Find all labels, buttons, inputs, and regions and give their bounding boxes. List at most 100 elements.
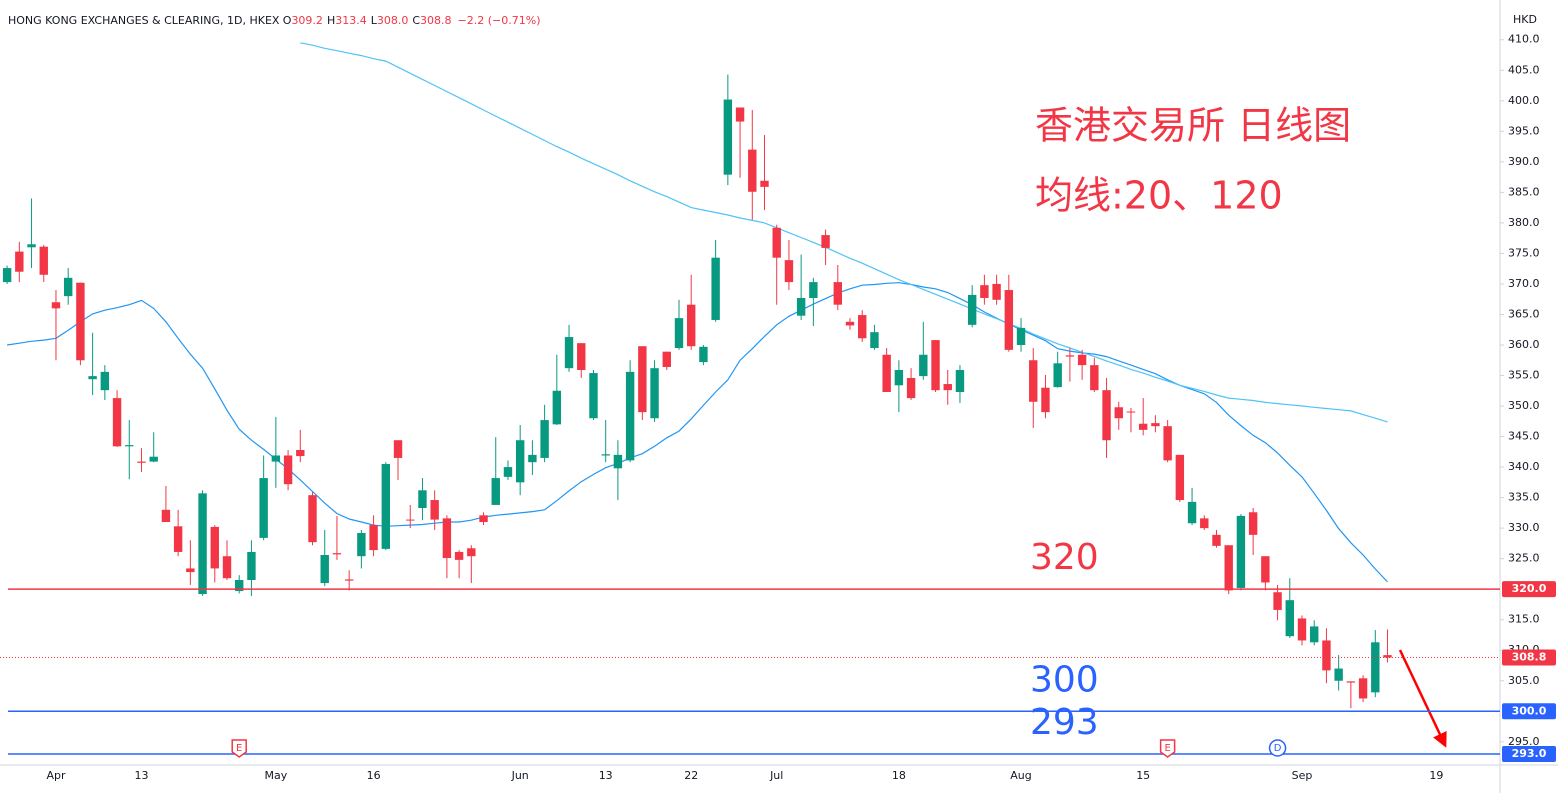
candle-body bbox=[393, 440, 403, 458]
candle-body bbox=[198, 493, 207, 595]
candle-body bbox=[2, 268, 12, 283]
event-label: E bbox=[236, 743, 242, 754]
candle-body bbox=[406, 519, 415, 521]
candle-body bbox=[931, 340, 940, 391]
y-tick-label: 360.0 bbox=[1508, 338, 1540, 351]
ohlc-value: 309.2 bbox=[291, 14, 323, 27]
plot-area bbox=[2, 42, 1392, 709]
candle-body bbox=[601, 454, 610, 456]
candle-body bbox=[967, 294, 977, 325]
candle-body bbox=[1065, 355, 1075, 357]
y-tick-label: 355.0 bbox=[1508, 369, 1540, 382]
candle-body bbox=[235, 580, 244, 592]
candle-body bbox=[320, 554, 329, 584]
level-price-box bbox=[1502, 703, 1556, 720]
event-label: D bbox=[1274, 743, 1282, 754]
y-tick-label: 305.0 bbox=[1508, 674, 1540, 687]
candle-body bbox=[577, 343, 586, 371]
candle-body bbox=[369, 525, 378, 551]
event-label: E bbox=[1164, 743, 1170, 754]
candle-body bbox=[418, 490, 427, 508]
level-price-label: 320.0 bbox=[1512, 582, 1547, 595]
y-tick-label: 350.0 bbox=[1508, 399, 1540, 412]
candle-body bbox=[980, 285, 989, 298]
y-tick-label: 345.0 bbox=[1508, 430, 1540, 443]
candle-body bbox=[821, 235, 830, 248]
ohlc-value: 313.4 bbox=[335, 14, 367, 27]
candle-body bbox=[1114, 407, 1123, 419]
candle-body bbox=[1334, 668, 1343, 681]
candle-body bbox=[662, 351, 671, 367]
y-tick-label: 410.0 bbox=[1508, 33, 1540, 46]
candle-body bbox=[1175, 454, 1185, 501]
y-tick-label: 390.0 bbox=[1508, 155, 1540, 168]
candle-body bbox=[723, 99, 733, 175]
candle-body bbox=[638, 346, 647, 413]
candle-body bbox=[943, 384, 952, 391]
y-tick-label: 395.0 bbox=[1508, 124, 1540, 137]
x-tick-label: 13 bbox=[134, 769, 148, 782]
x-tick-label: 15 bbox=[1136, 769, 1150, 782]
candle-body bbox=[1358, 678, 1368, 699]
candle-body bbox=[283, 455, 293, 485]
x-tick-label: 16 bbox=[367, 769, 381, 782]
candle-body bbox=[1016, 327, 1026, 345]
candle-body bbox=[1248, 512, 1258, 535]
x-tick-label: Sep bbox=[1292, 769, 1313, 782]
level-price-label: 300.0 bbox=[1512, 704, 1547, 717]
moving-average-line bbox=[300, 42, 1388, 423]
x-tick-label: 18 bbox=[892, 769, 906, 782]
candle-body bbox=[809, 282, 818, 298]
candle-body bbox=[564, 337, 574, 369]
candle-body bbox=[1163, 426, 1172, 461]
candle-body bbox=[992, 283, 1001, 300]
candle-body bbox=[1138, 423, 1148, 430]
candle-body bbox=[1383, 655, 1392, 658]
moving-average-line bbox=[7, 282, 1388, 583]
ohlc-label: O bbox=[283, 14, 292, 27]
candle-body bbox=[308, 495, 317, 543]
candle-body bbox=[1090, 365, 1099, 391]
candle-body bbox=[1371, 642, 1380, 693]
candle-body bbox=[796, 297, 806, 316]
candle-body bbox=[760, 180, 769, 187]
candle-body bbox=[735, 107, 745, 122]
candle-body bbox=[528, 454, 537, 463]
x-tick-label: Aug bbox=[1010, 769, 1031, 782]
y-tick-label: 385.0 bbox=[1508, 185, 1540, 198]
candle-body bbox=[699, 346, 708, 363]
candle-body bbox=[467, 548, 476, 557]
candle-body bbox=[479, 515, 488, 523]
candle-body bbox=[1200, 518, 1209, 529]
candle-body bbox=[442, 518, 452, 559]
candle-body bbox=[186, 568, 195, 573]
trend-arrow bbox=[1398, 649, 1447, 748]
x-tick-label: Apr bbox=[46, 769, 66, 782]
candle-body bbox=[540, 420, 549, 458]
ohlc-label: C bbox=[412, 14, 420, 27]
level-note: 320 bbox=[1030, 537, 1099, 578]
candle-body bbox=[344, 579, 354, 581]
candle-body bbox=[674, 318, 684, 349]
candle-body bbox=[784, 260, 794, 283]
candle-body bbox=[1346, 681, 1356, 683]
candle-body bbox=[51, 302, 61, 309]
candle-body bbox=[1273, 592, 1282, 610]
x-tick-label: 13 bbox=[599, 769, 613, 782]
candle-body bbox=[589, 373, 598, 419]
x-tick-label: Jul bbox=[769, 769, 783, 782]
candle-body bbox=[430, 500, 439, 520]
candle-body bbox=[1322, 640, 1331, 671]
candle-body bbox=[100, 371, 110, 391]
candle-body bbox=[906, 377, 916, 399]
x-tick-label: 19 bbox=[1429, 769, 1443, 782]
candle-body bbox=[27, 244, 36, 248]
candle-body bbox=[63, 277, 73, 297]
candle-body bbox=[1151, 423, 1160, 427]
candle-body bbox=[454, 551, 464, 560]
last-price-label: 308.8 bbox=[1512, 651, 1547, 664]
ohlc-label: L bbox=[371, 14, 378, 27]
candle-body bbox=[137, 461, 146, 463]
candle-body bbox=[1236, 515, 1246, 588]
